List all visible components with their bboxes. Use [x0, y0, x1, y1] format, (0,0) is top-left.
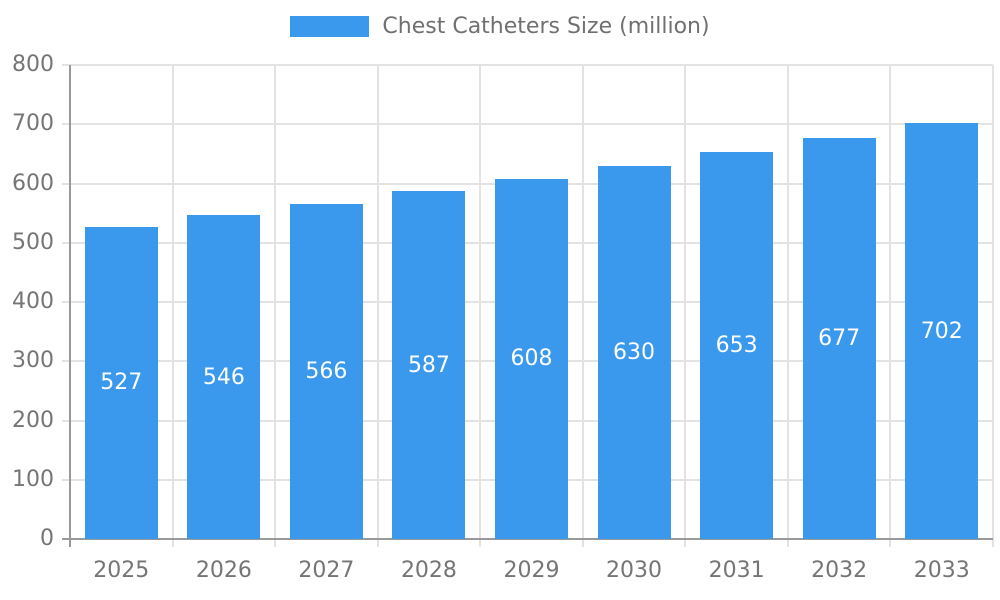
y-axis-tick-200: 200	[12, 407, 54, 433]
x-axis-tick-2029: 2029	[503, 558, 560, 583]
gridline-y-800	[62, 64, 993, 66]
bar-value-2033: 702	[920, 318, 963, 344]
y-axis-tick-500: 500	[12, 229, 54, 255]
y-axis-tick-600: 600	[12, 170, 54, 196]
x-axis-tick-2033: 2033	[913, 558, 970, 583]
gridline-x-8	[889, 65, 892, 547]
x-axis-line	[62, 538, 993, 540]
bar-value-2032: 677	[818, 325, 861, 351]
y-axis-tick-300: 300	[12, 348, 54, 374]
gridline-x-4	[479, 65, 482, 547]
y-axis-tick-100: 100	[12, 466, 54, 492]
bar-value-2030: 630	[613, 339, 656, 365]
bar-2026[interactable]: 546	[187, 215, 261, 539]
y-axis-tick-0: 0	[40, 526, 54, 551]
bar-value-2025: 527	[100, 370, 143, 396]
y-axis-tick-800: 800	[12, 52, 54, 77]
y-axis-tick-700: 700	[12, 111, 54, 137]
bar-2032[interactable]: 677	[802, 137, 876, 539]
x-axis-tick-2030: 2030	[606, 558, 663, 583]
bar-2025[interactable]: 527	[84, 226, 158, 539]
gridline-x-1	[171, 65, 174, 547]
x-axis-tick-2028: 2028	[400, 558, 457, 583]
bar-value-2027: 566	[305, 358, 348, 384]
gridline-x-5	[581, 65, 584, 547]
x-axis-tick-2026: 2026	[195, 558, 252, 583]
x-axis-tick-2027: 2027	[298, 558, 355, 583]
bar-value-2026: 546	[202, 364, 245, 390]
legend-label: Chest Catheters Size (million)	[382, 14, 710, 39]
x-axis-tick-2032: 2032	[811, 558, 868, 583]
bar-2030[interactable]: 630	[597, 165, 671, 539]
gridline-x-9	[992, 65, 994, 547]
bar-2027[interactable]: 566	[289, 203, 363, 539]
bar-2029[interactable]: 608	[495, 178, 568, 539]
legend-swatch-icon	[290, 16, 370, 37]
bar-value-2031: 653	[715, 333, 758, 359]
bar-2031[interactable]: 653	[700, 152, 774, 539]
x-axis-tick-2031: 2031	[708, 558, 765, 583]
bar-value-2028: 587	[407, 352, 450, 378]
gridline-x-6	[684, 65, 687, 547]
gridline-x-7	[786, 65, 789, 547]
gridline-y-700	[62, 123, 993, 126]
gridline-x-3	[376, 65, 379, 547]
y-axis-line	[69, 65, 71, 547]
gridline-x-2	[274, 65, 277, 547]
y-axis-tick-400: 400	[12, 289, 54, 314]
bar-value-2029: 608	[510, 346, 553, 372]
bar-2033[interactable]: 702	[905, 123, 979, 539]
bar-2028[interactable]: 587	[392, 191, 466, 539]
legend[interactable]: Chest Catheters Size (million)	[0, 14, 1000, 39]
x-axis-tick-2025: 2025	[93, 558, 150, 583]
